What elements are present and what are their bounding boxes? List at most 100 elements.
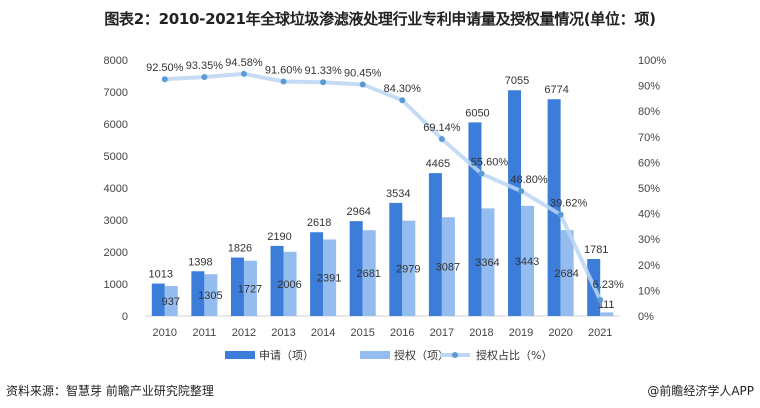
source-note: 资料来源：智慧芽 前瞻产业研究院整理 bbox=[6, 384, 214, 398]
left-tick-label: 2000 bbox=[104, 247, 128, 259]
bar-grants bbox=[323, 239, 337, 316]
bar-grants bbox=[243, 260, 257, 316]
data-label-ratio: 91.60% bbox=[265, 65, 303, 77]
data-label-grants: 2391 bbox=[317, 273, 341, 285]
bar-grants bbox=[402, 220, 416, 316]
data-label-grants: 2979 bbox=[396, 263, 420, 275]
data-label-ratio: 94.58% bbox=[225, 57, 263, 69]
x-tick-label: 2021 bbox=[588, 327, 612, 339]
right-tick-label: 90% bbox=[638, 81, 660, 93]
bar-grants bbox=[204, 274, 218, 316]
x-tick-label: 2016 bbox=[390, 327, 414, 339]
data-label-applications: 3534 bbox=[386, 188, 410, 200]
data-label-applications: 7055 bbox=[505, 75, 529, 87]
marker-ratio bbox=[438, 136, 445, 143]
data-label-grants: 2681 bbox=[356, 268, 380, 280]
x-tick-label: 2013 bbox=[271, 327, 295, 339]
bar-applications bbox=[310, 232, 324, 316]
x-tick-label: 2019 bbox=[509, 327, 533, 339]
x-tick-label: 2014 bbox=[311, 327, 335, 339]
data-label-applications: 2964 bbox=[346, 206, 370, 218]
bar-grants bbox=[521, 205, 535, 316]
data-label-ratio: 84.30% bbox=[384, 83, 422, 95]
bar-grants bbox=[283, 251, 297, 316]
bar-applications bbox=[468, 122, 482, 317]
x-tick-label: 2020 bbox=[548, 327, 572, 339]
left-tick-label: 8000 bbox=[104, 55, 128, 67]
data-label-grants: 2006 bbox=[277, 279, 301, 291]
bar-applications bbox=[191, 271, 205, 316]
marker-ratio bbox=[359, 81, 366, 88]
right-tick-label: 60% bbox=[638, 157, 660, 169]
data-label-grants: 1305 bbox=[198, 290, 222, 302]
x-tick-label: 2010 bbox=[153, 327, 177, 339]
data-label-ratio: 92.50% bbox=[146, 62, 184, 74]
data-label-applications: 2190 bbox=[267, 231, 291, 243]
marker-ratio bbox=[320, 79, 327, 86]
legend-label-grants: 授权（项） bbox=[394, 348, 449, 362]
right-tick-label: 0% bbox=[638, 311, 654, 323]
bar-grants bbox=[362, 230, 376, 316]
bar-applications bbox=[349, 221, 363, 316]
bar-grants bbox=[441, 217, 455, 316]
data-label-applications: 1013 bbox=[149, 269, 173, 281]
bar-applications bbox=[151, 283, 165, 316]
left-tick-label: 6000 bbox=[104, 119, 128, 131]
data-label-ratio: 93.35% bbox=[186, 60, 224, 72]
data-label-ratio: 55.60% bbox=[471, 157, 509, 169]
marker-ratio bbox=[518, 188, 525, 195]
marker-ratio bbox=[557, 211, 564, 218]
x-tick-label: 2018 bbox=[469, 327, 493, 339]
data-label-grants: 3087 bbox=[436, 262, 460, 274]
marker-ratio bbox=[161, 76, 168, 83]
data-label-grants: 1727 bbox=[238, 283, 262, 295]
marker-ratio bbox=[240, 70, 247, 77]
data-label-applications: 1781 bbox=[584, 244, 608, 256]
data-label-applications: 4465 bbox=[426, 158, 450, 170]
bar-applications bbox=[508, 90, 522, 317]
right-tick-label: 80% bbox=[638, 106, 660, 118]
data-label-applications: 6050 bbox=[465, 107, 489, 119]
left-tick-label: 5000 bbox=[104, 151, 128, 163]
bar-grants bbox=[164, 286, 178, 316]
left-tick-label: 1000 bbox=[104, 279, 128, 291]
right-tick-label: 40% bbox=[638, 209, 660, 221]
data-label-applications: 2618 bbox=[307, 217, 331, 229]
x-tick-label: 2015 bbox=[350, 327, 374, 339]
marker-ratio bbox=[597, 297, 604, 304]
data-label-grants: 937 bbox=[162, 296, 180, 308]
right-tick-label: 10% bbox=[638, 285, 660, 297]
right-tick-label: 70% bbox=[638, 132, 660, 144]
x-tick-label: 2012 bbox=[232, 327, 256, 339]
bar-applications bbox=[547, 99, 561, 317]
data-label-applications: 1398 bbox=[188, 256, 212, 268]
data-label-ratio: 48.80% bbox=[510, 174, 548, 186]
bar-applications bbox=[389, 202, 403, 316]
data-label-ratio: 91.33% bbox=[304, 65, 342, 77]
left-tick-label: 7000 bbox=[104, 87, 128, 99]
data-label-applications: 1826 bbox=[228, 243, 252, 255]
chart-title: 图表2：2010-2021年全球垃圾渗滤液处理行业专利申请量及授权量情况(单位：… bbox=[104, 10, 656, 28]
marker-ratio bbox=[399, 97, 406, 104]
x-tick-label: 2017 bbox=[430, 327, 454, 339]
legend-swatch-applications bbox=[225, 351, 255, 359]
data-label-grants: 2684 bbox=[554, 268, 578, 280]
data-label-ratio: 69.14% bbox=[423, 122, 461, 134]
right-tick-label: 50% bbox=[638, 183, 660, 195]
left-tick-label: 3000 bbox=[104, 215, 128, 227]
right-tick-label: 30% bbox=[638, 234, 660, 246]
credit: @前瞻经济学人APP bbox=[647, 384, 754, 398]
bar-grants bbox=[600, 312, 614, 316]
bar-grants bbox=[481, 208, 495, 316]
legend-label-ratio: 授权占比（%） bbox=[476, 348, 552, 362]
marker-ratio bbox=[478, 170, 485, 177]
right-tick-label: 100% bbox=[638, 55, 666, 67]
marker-ratio bbox=[280, 78, 287, 85]
data-label-grants: 3364 bbox=[475, 257, 499, 269]
left-tick-label: 0 bbox=[122, 311, 128, 323]
right-tick-label: 20% bbox=[638, 260, 660, 272]
data-label-ratio: 6.23% bbox=[593, 279, 624, 291]
legend-marker-ratio bbox=[452, 352, 458, 358]
marker-ratio bbox=[201, 74, 208, 81]
